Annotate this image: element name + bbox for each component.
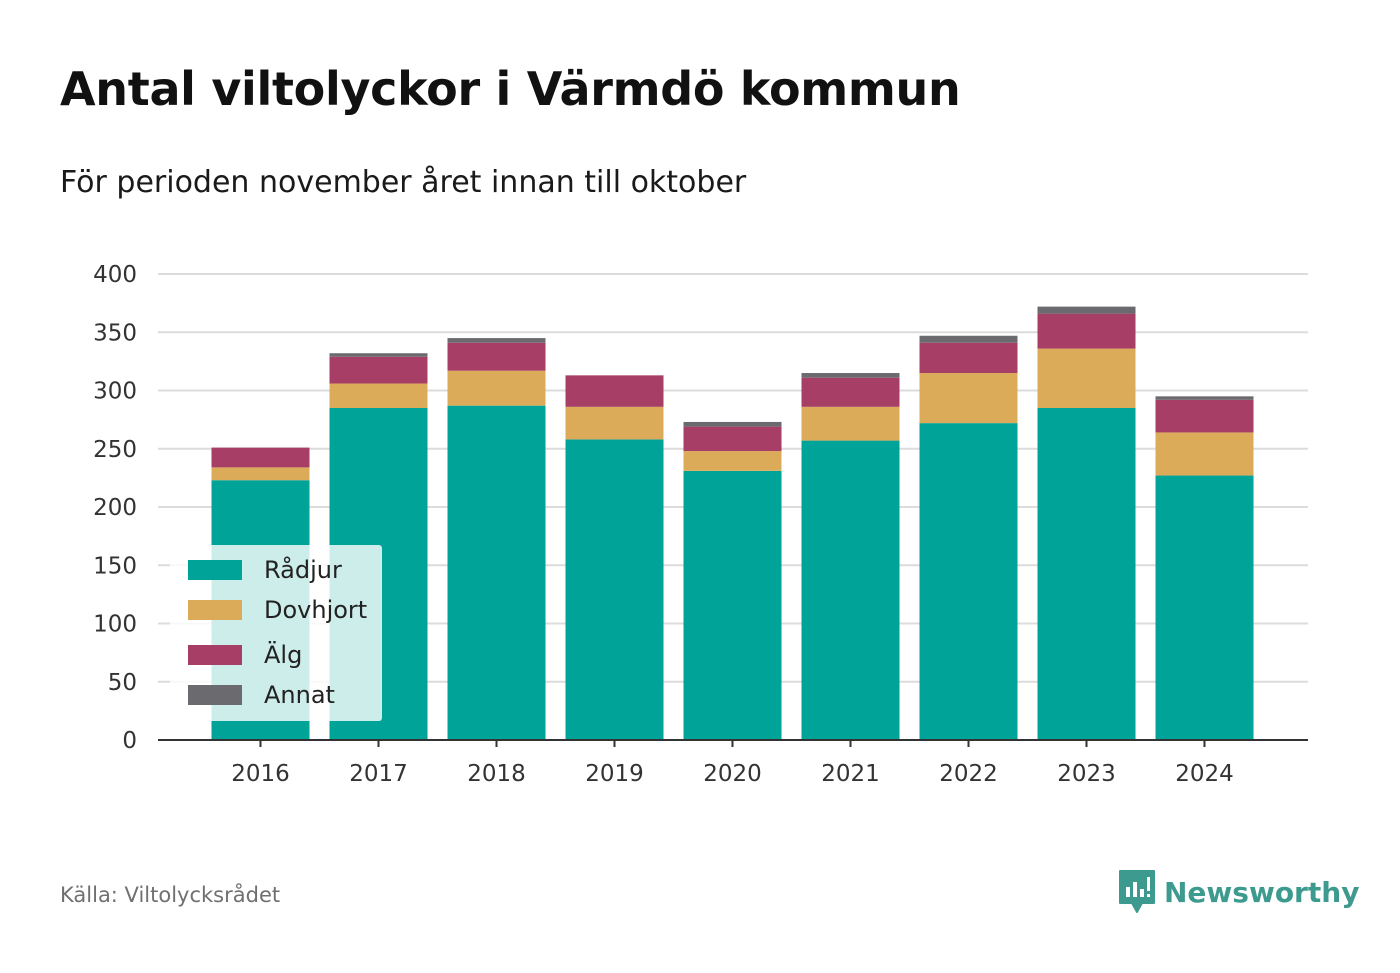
bar-2016-älg <box>211 447 310 468</box>
y-axis-tick-labels: 0 50 100 150 200 250 300 350 400 <box>93 262 137 754</box>
legend-label-radjur: Rådjur <box>264 556 342 584</box>
bar-2021-älg <box>801 377 900 407</box>
y-tick-label-200: 200 <box>93 495 137 521</box>
legend-label-alg: Älg <box>264 641 303 669</box>
legend-swatch-dovhjort <box>188 600 242 620</box>
x-axis: 2016 2017 2018 2019 2020 2021 2022 2023 2024 <box>158 739 1308 787</box>
chart-title: Antal viltolyckor i Värmdö kommun <box>60 62 961 116</box>
x-tick-label-2016: 2016 <box>231 761 290 787</box>
x-tick-label-2019: 2019 <box>585 761 644 787</box>
brand-name: Newsworthy <box>1164 875 1360 909</box>
bar-2016-dovhjort <box>211 467 310 481</box>
bar-2024-dovhjort <box>1155 432 1254 476</box>
y-tick-label-50: 50 <box>108 670 137 696</box>
chart-subtitle: För perioden november året innan till ok… <box>60 165 747 200</box>
x-tick-label-2023: 2023 <box>1057 761 1116 787</box>
bar-2021-dovhjort <box>801 406 900 441</box>
legend-item-annat: Annat <box>188 681 335 709</box>
bar-2020-annat <box>683 421 782 427</box>
bar-2019-älg <box>565 375 664 407</box>
y-tick-label-300: 300 <box>93 379 137 405</box>
bar-2017-annat <box>329 353 428 357</box>
bar-2018-rådjur <box>447 405 546 740</box>
bar-2018-älg <box>447 342 546 371</box>
x-tick-label-2021: 2021 <box>821 761 880 787</box>
legend-label-annat: Annat <box>264 681 335 709</box>
x-tick-label-2022: 2022 <box>939 761 998 787</box>
bar-2022-dovhjort <box>919 373 1018 424</box>
bar-2020-dovhjort <box>683 451 782 471</box>
bar-2021-annat <box>801 373 900 378</box>
bar-2024-rådjur <box>1155 475 1254 740</box>
bar-2021-rådjur <box>801 440 900 740</box>
y-tick-label-0: 0 <box>122 728 137 754</box>
bar-2024-annat <box>1155 396 1254 400</box>
bar-2024-älg <box>1155 399 1254 433</box>
legend-item-alg: Älg <box>188 641 303 669</box>
x-tick-label-2018: 2018 <box>467 761 526 787</box>
y-tick-label-150: 150 <box>93 553 137 579</box>
legend-swatch-alg <box>188 645 242 665</box>
bar-2017-älg <box>329 356 428 384</box>
legend-swatch-annat <box>188 685 242 705</box>
bar-2022-rådjur <box>919 423 1018 740</box>
x-tick-label-2017: 2017 <box>349 761 408 787</box>
source-note: Källa: Viltolycksrådet <box>60 883 281 907</box>
y-tick-label-400: 400 <box>93 262 137 288</box>
newsworthy-logo-icon <box>1119 870 1155 913</box>
legend-swatch-radjur <box>188 560 242 580</box>
y-tick-label-350: 350 <box>93 320 137 346</box>
bar-2018-dovhjort <box>447 370 546 406</box>
bar-2019-rådjur <box>565 439 664 740</box>
legend-item-radjur: Rådjur <box>188 556 342 584</box>
bar-2023-älg <box>1037 313 1136 349</box>
bar-2023-rådjur <box>1037 407 1136 740</box>
bar-2022-annat <box>919 335 1018 343</box>
bar-2023-annat <box>1037 306 1136 314</box>
y-tick-label-250: 250 <box>93 437 137 463</box>
bar-2017-dovhjort <box>329 383 428 408</box>
legend-label-dovhjort: Dovhjort <box>264 596 368 624</box>
legend-item-dovhjort: Dovhjort <box>188 596 368 624</box>
brand[interactable]: Newsworthy <box>1118 869 1359 915</box>
x-tick-label-2024: 2024 <box>1175 761 1234 787</box>
x-tick-label-2020: 2020 <box>703 761 762 787</box>
bar-2020-rådjur <box>683 470 782 740</box>
bar-2019-dovhjort <box>565 406 664 440</box>
legend: Rådjur Dovhjort Älg Annat <box>170 545 382 721</box>
bar-2023-dovhjort <box>1037 348 1136 408</box>
y-tick-label-100: 100 <box>93 612 137 638</box>
bar-2020-älg <box>683 426 782 452</box>
bar-2018-annat <box>447 338 546 343</box>
bar-2022-älg <box>919 342 1018 374</box>
